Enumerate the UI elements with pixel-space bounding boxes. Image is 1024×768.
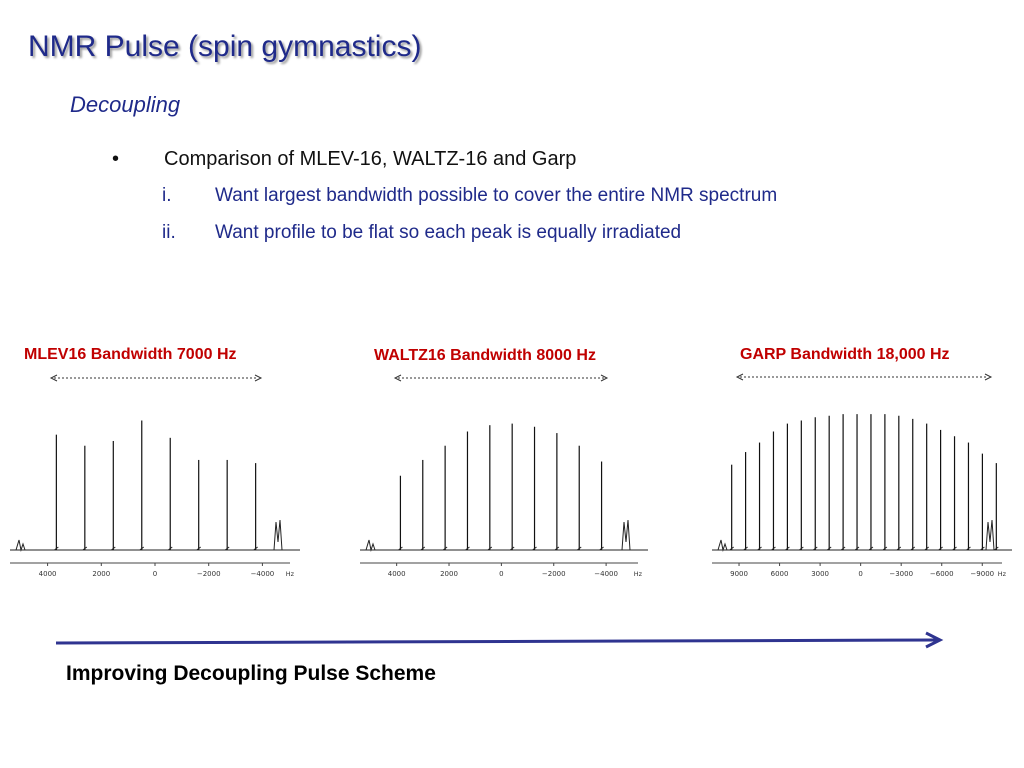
x-tick-label: −2000 — [542, 570, 566, 578]
peak-base-feature — [465, 546, 470, 551]
peak-base-feature — [938, 546, 943, 551]
bullet-marker: • — [112, 148, 120, 170]
x-tick-label: −9000 — [970, 570, 994, 578]
spectrum-waltz16: 4000 2000 0 −2000 −4000 Hz — [360, 374, 648, 578]
spectrum-title-garp: GARP Bandwidth 18,000 Hz — [740, 346, 950, 363]
edge-artifact — [273, 519, 283, 551]
peak-base-feature — [442, 546, 448, 551]
peak-base-feature — [398, 546, 403, 551]
slide-title: NMR Pulse (spin gymnastics) — [28, 30, 422, 63]
peak-base-feature — [826, 546, 832, 551]
peak-base-feature — [532, 546, 537, 551]
peak-base-feature — [599, 546, 604, 551]
sub-bullet-text: Want profile to be flat so each peak is … — [215, 222, 682, 243]
peak-base-feature — [812, 546, 818, 551]
x-tick-label: 0 — [858, 570, 862, 578]
progress-arrow — [55, 631, 944, 649]
edge-artifact — [365, 539, 376, 552]
peak-base-feature — [110, 546, 116, 551]
x-tick-label: 4000 — [39, 570, 57, 578]
x-tick-label: −2000 — [197, 570, 221, 578]
peak-base-feature — [487, 546, 493, 551]
peak-base-feature — [729, 546, 734, 551]
x-tick-label: −3000 — [889, 570, 913, 578]
x-tick-label: −4000 — [251, 570, 275, 578]
x-tick-label: 2000 — [440, 570, 458, 578]
edge-artifact — [621, 519, 631, 551]
sub-bullet-marker: ii. — [162, 222, 176, 243]
bandwidth-range-arrow — [735, 373, 993, 381]
peak-base-feature — [509, 546, 515, 551]
x-tick-label: −6000 — [930, 570, 954, 578]
bandwidth-range-arrow — [49, 374, 263, 382]
peak-base-feature — [54, 546, 59, 551]
spectrum-garp: 9000 6000 3000 0 −3000 −6000 −9000 Hz — [712, 373, 1012, 578]
x-tick-label: 0 — [499, 570, 503, 578]
x-tick-label: −4000 — [594, 570, 618, 578]
peak-base-feature — [924, 546, 929, 551]
peak-base-feature — [854, 546, 860, 551]
x-axis-unit: Hz — [286, 570, 295, 578]
peak-base-feature — [757, 546, 762, 551]
edge-artifact — [985, 519, 995, 551]
slide-subtitle: Decoupling — [70, 92, 181, 117]
edge-artifact — [15, 539, 26, 552]
peak-base-feature — [785, 546, 790, 551]
x-axis-unit: Hz — [634, 570, 643, 578]
peak-base-feature — [139, 546, 145, 551]
peak-base-feature — [253, 546, 258, 551]
x-tick-label: 0 — [153, 570, 157, 578]
peak-base-feature — [994, 546, 999, 551]
bullet-text: Comparison of MLEV-16, WALTZ-16 and Garp — [164, 148, 577, 170]
peak-base-feature — [966, 546, 971, 551]
x-tick-label: 6000 — [771, 570, 789, 578]
spectrum-title-waltz16: WALTZ16 Bandwidth 8000 Hz — [374, 347, 596, 364]
arrow-shaft — [55, 638, 939, 645]
spectrum-mlev16: 4000 2000 0 −2000 −4000 Hz — [10, 374, 300, 578]
peak-base-feature — [743, 546, 748, 551]
peak-base-feature — [980, 546, 985, 551]
footer-caption: Improving Decoupling Pulse Scheme — [66, 662, 436, 685]
peak-base-feature — [882, 546, 888, 551]
sub-bullet-marker: i. — [162, 185, 172, 206]
peak-base-feature — [82, 546, 88, 551]
x-tick-label: 9000 — [730, 570, 748, 578]
peak-base-feature — [868, 546, 874, 551]
peak-base-feature — [771, 546, 776, 551]
peak-base-feature — [576, 546, 582, 551]
peak-base-feature — [554, 546, 560, 551]
bandwidth-range-arrow — [393, 374, 609, 382]
sub-bullet-text: Want largest bandwidth possible to cover… — [215, 185, 778, 206]
spectrum-title-mlev16: MLEV16 Bandwidth 7000 Hz — [24, 346, 237, 363]
peak-base-feature — [840, 546, 846, 551]
peak-base-feature — [196, 546, 202, 551]
x-axis-unit: Hz — [998, 570, 1007, 578]
peak-base-feature — [952, 546, 957, 551]
edge-artifact — [717, 539, 728, 552]
arrow-head — [925, 631, 944, 649]
peak-base-feature — [896, 546, 902, 551]
x-tick-label: 4000 — [388, 570, 406, 578]
peak-base-feature — [224, 546, 230, 551]
x-tick-label: 2000 — [92, 570, 110, 578]
peak-base-feature — [910, 546, 916, 551]
peak-base-feature — [799, 546, 804, 551]
x-tick-label: 3000 — [811, 570, 829, 578]
peak-base-feature — [420, 546, 426, 551]
peak-base-feature — [167, 546, 173, 551]
